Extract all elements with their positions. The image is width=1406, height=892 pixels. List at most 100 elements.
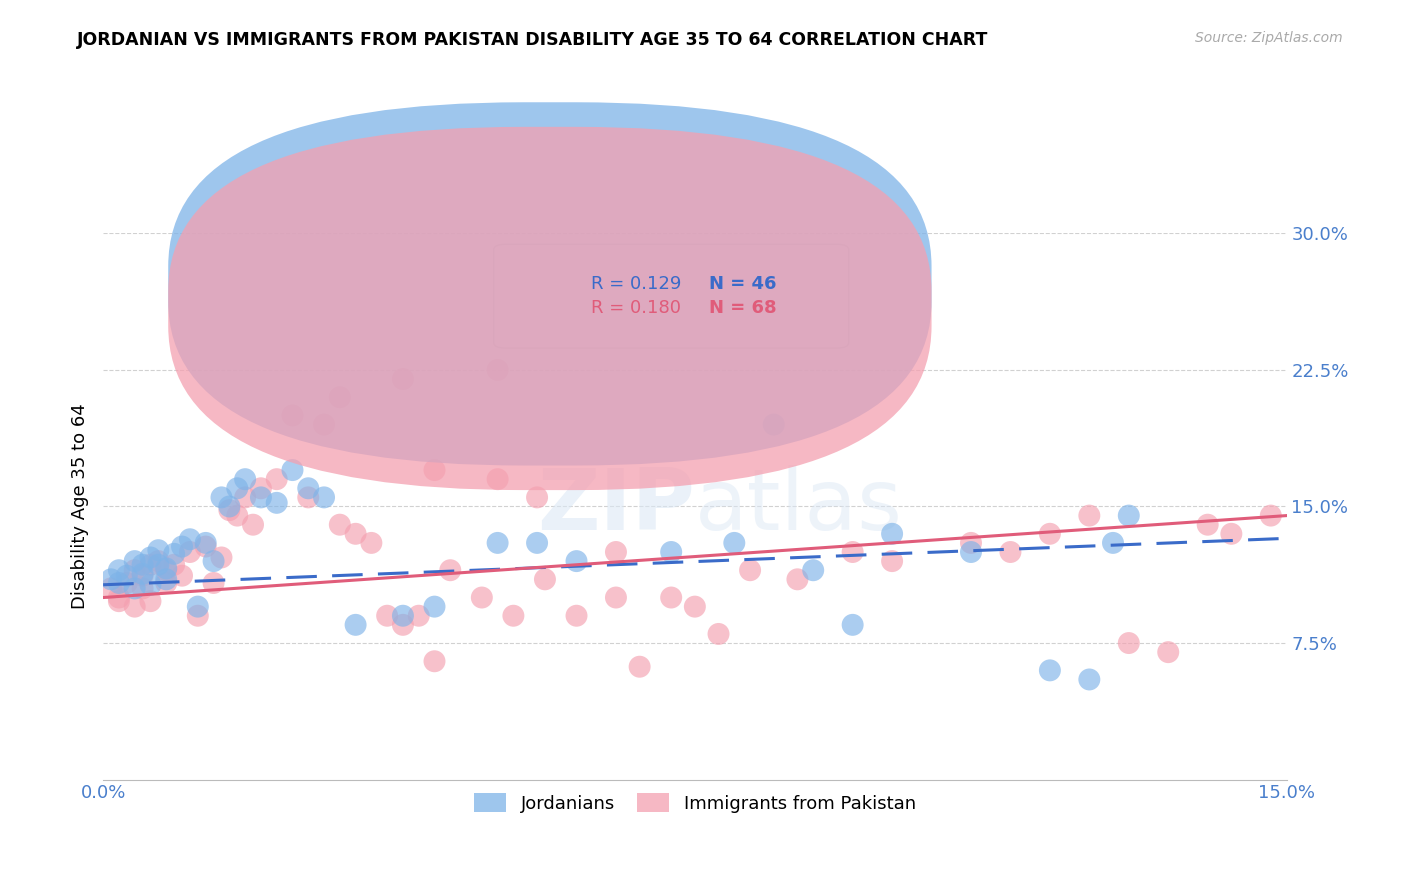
- Point: [250, 481, 273, 495]
- Point: [155, 561, 177, 575]
- Point: [124, 599, 146, 614]
- Point: [329, 390, 352, 404]
- Point: [211, 550, 233, 565]
- Point: [242, 517, 264, 532]
- Point: [148, 554, 170, 568]
- Point: [659, 545, 682, 559]
- FancyBboxPatch shape: [169, 103, 932, 466]
- Point: [526, 491, 548, 505]
- Point: [108, 594, 131, 608]
- Point: [155, 572, 177, 586]
- Point: [250, 491, 273, 505]
- Point: [179, 545, 201, 559]
- Point: [124, 554, 146, 568]
- Point: [408, 608, 430, 623]
- Point: [163, 558, 186, 572]
- Point: [187, 599, 209, 614]
- Point: [281, 409, 304, 423]
- Point: [1102, 536, 1125, 550]
- Point: [1000, 545, 1022, 559]
- Point: [100, 572, 122, 586]
- Point: [139, 578, 162, 592]
- Point: [841, 617, 863, 632]
- Point: [179, 533, 201, 547]
- Point: [124, 582, 146, 596]
- Point: [344, 617, 367, 632]
- Point: [960, 545, 983, 559]
- Point: [281, 463, 304, 477]
- Point: [155, 563, 177, 577]
- Point: [605, 591, 627, 605]
- Point: [486, 472, 509, 486]
- Point: [738, 563, 761, 577]
- Point: [187, 608, 209, 623]
- Point: [312, 491, 335, 505]
- Point: [526, 536, 548, 550]
- Point: [605, 545, 627, 559]
- Point: [163, 547, 186, 561]
- Point: [960, 536, 983, 550]
- Point: [375, 608, 398, 623]
- Point: [801, 563, 824, 577]
- Point: [218, 500, 240, 514]
- Point: [786, 572, 808, 586]
- Point: [108, 576, 131, 591]
- Point: [108, 563, 131, 577]
- Point: [297, 481, 319, 495]
- Point: [211, 491, 233, 505]
- Point: [1039, 664, 1062, 678]
- Point: [170, 568, 193, 582]
- Point: [762, 417, 785, 432]
- Point: [155, 576, 177, 591]
- Text: R = 0.129: R = 0.129: [591, 275, 681, 293]
- Point: [148, 558, 170, 572]
- Point: [1260, 508, 1282, 523]
- Point: [202, 576, 225, 591]
- Point: [266, 472, 288, 486]
- Point: [124, 563, 146, 577]
- Point: [329, 517, 352, 532]
- Point: [880, 526, 903, 541]
- Point: [266, 496, 288, 510]
- Point: [841, 545, 863, 559]
- Point: [392, 608, 415, 623]
- Point: [218, 503, 240, 517]
- Point: [565, 608, 588, 623]
- Point: [233, 491, 256, 505]
- Point: [423, 463, 446, 477]
- Text: atlas: atlas: [695, 465, 903, 548]
- Point: [628, 659, 651, 673]
- Text: Source: ZipAtlas.com: Source: ZipAtlas.com: [1195, 31, 1343, 45]
- Point: [707, 627, 730, 641]
- Point: [131, 558, 153, 572]
- Point: [486, 363, 509, 377]
- Point: [360, 536, 382, 550]
- Point: [139, 594, 162, 608]
- Point: [565, 308, 588, 322]
- Point: [100, 582, 122, 596]
- Y-axis label: Disability Age 35 to 64: Disability Age 35 to 64: [72, 403, 89, 609]
- Point: [1118, 508, 1140, 523]
- Point: [1078, 673, 1101, 687]
- FancyBboxPatch shape: [169, 127, 932, 490]
- Point: [131, 566, 153, 581]
- Point: [226, 481, 249, 495]
- Point: [723, 536, 745, 550]
- Point: [226, 508, 249, 523]
- Point: [471, 591, 494, 605]
- Point: [565, 554, 588, 568]
- Point: [115, 576, 138, 591]
- Point: [148, 543, 170, 558]
- Point: [1039, 526, 1062, 541]
- Point: [131, 582, 153, 596]
- Point: [202, 554, 225, 568]
- Text: N = 68: N = 68: [709, 300, 776, 318]
- Point: [423, 654, 446, 668]
- Point: [194, 536, 217, 550]
- Text: N = 46: N = 46: [709, 275, 776, 293]
- Point: [131, 568, 153, 582]
- Point: [423, 599, 446, 614]
- Text: JORDANIAN VS IMMIGRANTS FROM PAKISTAN DISABILITY AGE 35 TO 64 CORRELATION CHART: JORDANIAN VS IMMIGRANTS FROM PAKISTAN DI…: [77, 31, 988, 49]
- Point: [170, 540, 193, 554]
- Point: [683, 599, 706, 614]
